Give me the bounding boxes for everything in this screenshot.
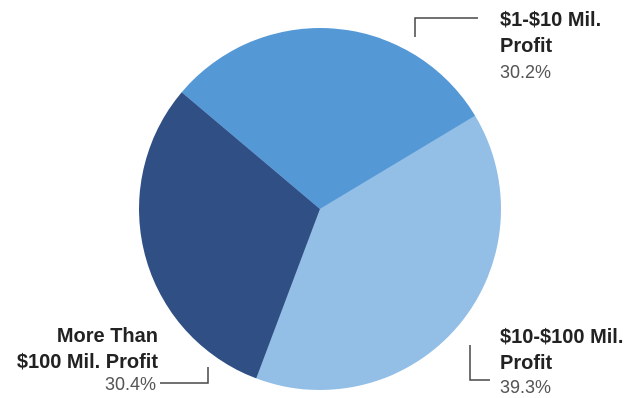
value-10-100: 39.3% (500, 377, 551, 397)
leader-line-10-100 (469, 345, 490, 381)
label-10-100-line1: $10-$100 Mil. (500, 326, 623, 348)
label-100-plus-line1: More Than (57, 325, 158, 347)
leader-line-100-plus (160, 367, 209, 384)
slice-100-plus (138, 92, 320, 379)
slice-1-10 (181, 27, 476, 209)
label-100-plus-line2: $100 Mil. Profit (17, 351, 158, 373)
pie-slices (138, 27, 502, 390)
value-100-plus: 30.4% (105, 374, 156, 394)
label-10-100-line2: Profit (500, 352, 553, 374)
label-1-10-line2: Profit (500, 35, 553, 57)
leader-line-1-10 (414, 17, 478, 37)
value-1-10: 30.2% (500, 62, 551, 82)
slice-10-100 (256, 115, 502, 390)
label-1-10-line1: $1-$10 Mil. (500, 9, 601, 31)
